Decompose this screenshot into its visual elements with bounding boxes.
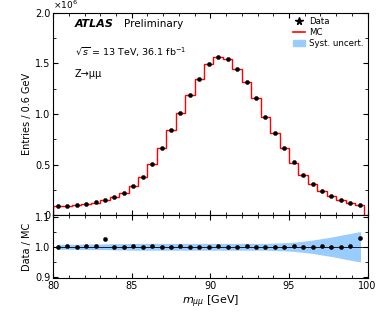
Text: Z→μμ: Z→μμ	[75, 69, 102, 79]
Data	[188, 93, 192, 97]
Data	[329, 195, 334, 198]
Data	[112, 196, 117, 199]
Text: $\times10^6$: $\times10^6$	[53, 0, 78, 11]
Data	[291, 161, 296, 164]
Data	[169, 128, 173, 132]
Data	[159, 146, 164, 150]
Data	[216, 55, 221, 59]
Data	[131, 184, 136, 188]
Data	[244, 80, 249, 84]
Data	[150, 162, 154, 165]
Data	[141, 175, 145, 179]
Data	[74, 203, 79, 207]
Y-axis label: Entries / 0.6 GeV: Entries / 0.6 GeV	[22, 73, 32, 155]
Data	[207, 62, 211, 66]
Data	[338, 198, 343, 202]
Text: Preliminary: Preliminary	[124, 19, 183, 29]
X-axis label: $m_{\mu\mu}$ [GeV]: $m_{\mu\mu}$ [GeV]	[182, 294, 239, 310]
Data	[357, 203, 362, 207]
Data	[103, 198, 107, 202]
Data	[55, 204, 60, 208]
Data	[93, 201, 98, 204]
Data	[197, 77, 202, 81]
Text: ATLAS: ATLAS	[75, 19, 114, 29]
Text: $\sqrt{s}$ = 13 TeV, 36.1 fb$^{-1}$: $\sqrt{s}$ = 13 TeV, 36.1 fb$^{-1}$	[75, 45, 186, 59]
Data	[178, 111, 183, 115]
Data	[320, 189, 324, 193]
Data	[301, 173, 305, 177]
Legend: Data, MC, Syst. uncert.: Data, MC, Syst. uncert.	[293, 17, 363, 48]
Data	[263, 115, 268, 118]
Data	[226, 57, 230, 61]
Data	[348, 201, 352, 205]
Data	[122, 191, 126, 195]
Data	[310, 182, 315, 186]
Data	[254, 96, 258, 100]
Data	[65, 204, 69, 208]
Line: Data: Data	[56, 55, 362, 208]
Data	[235, 67, 240, 71]
Data	[273, 131, 277, 135]
Data	[84, 202, 88, 206]
Data	[282, 146, 287, 150]
Y-axis label: Data / MC: Data / MC	[22, 223, 32, 271]
